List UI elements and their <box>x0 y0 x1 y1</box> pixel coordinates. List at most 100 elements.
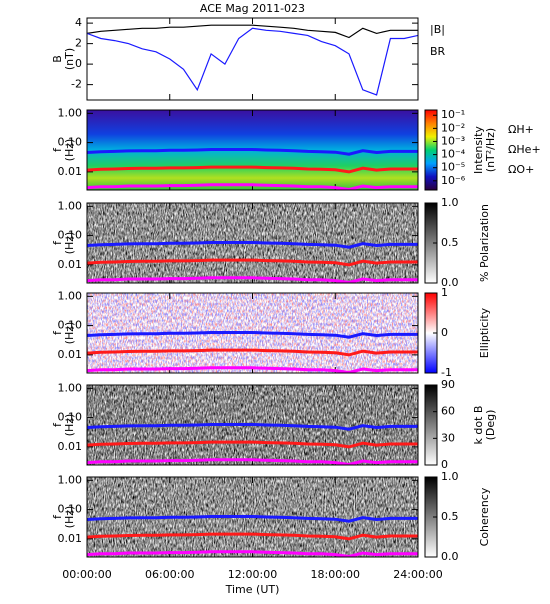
y-tick-label: 0.01 <box>58 532 83 545</box>
colorbar-tick-label: 0.0 <box>441 276 459 289</box>
series-line <box>87 366 418 373</box>
colorbar-tick-label: 0.0 <box>441 550 459 563</box>
colorbar-tick-label: 90 <box>441 378 455 391</box>
y-tick-label: 0.10 <box>58 319 83 332</box>
y-axis-label: (Hz) <box>63 232 76 255</box>
colorbar-tick-label: 1 <box>441 286 448 299</box>
x-tick-label: 18:00:00 <box>311 568 360 581</box>
colorbar-label: Ellipticity <box>478 307 491 358</box>
series-line <box>87 148 418 156</box>
series-line <box>87 440 418 449</box>
colorbar-tick-label: 10⁻³ <box>441 134 465 147</box>
y-tick-label: 2 <box>75 37 82 50</box>
x-tick-label: 12:00:00 <box>228 568 277 581</box>
plot-frame <box>86 476 419 558</box>
series-group <box>87 241 418 283</box>
series-line <box>87 515 418 523</box>
y-tick-label: 0.01 <box>58 165 83 178</box>
y-axis-label: f <box>51 330 64 335</box>
x-tick-label: 00:00:00 <box>62 568 111 581</box>
plot-frame <box>86 202 419 284</box>
series-group <box>87 331 418 373</box>
series-line <box>87 276 418 283</box>
plot-frame <box>86 292 419 374</box>
series-line <box>87 24 418 39</box>
y-tick-label: 0.10 <box>58 503 83 516</box>
y-axis-label: f <box>51 514 64 519</box>
series-group <box>87 148 418 190</box>
y-axis-label: (Hz) <box>63 139 76 162</box>
y-axis-label: (Hz) <box>63 414 76 437</box>
colorbar-tick-label: 60 <box>441 405 455 418</box>
colorbar-label: Coherency <box>478 487 491 546</box>
series-group <box>87 423 418 465</box>
y-tick-label: 0.01 <box>58 440 83 453</box>
colorbar-tick-label: 1.0 <box>441 470 459 483</box>
legend-label: ΩO+ <box>508 163 534 176</box>
y-axis-label: (Hz) <box>63 322 76 345</box>
legend-label: BR <box>430 45 446 58</box>
y-tick-label: 0.10 <box>58 411 83 424</box>
y-axis-label: (nT) <box>63 48 76 70</box>
y-tick-label: 1.00 <box>58 289 83 302</box>
legend-label: ΩH+ <box>508 123 534 136</box>
colorbar-tick-label: 10⁻⁶ <box>441 174 466 187</box>
colorbar-tick-label: 0.5 <box>441 510 459 523</box>
y-tick-label: 1.00 <box>58 381 83 394</box>
y-tick-label: 0.10 <box>58 229 83 242</box>
colorbar-tick-label: 10⁻¹ <box>441 108 465 121</box>
colorbar-tick-label: 30 <box>441 431 455 444</box>
chart-title: ACE Mag 2011-023 <box>200 2 305 15</box>
legend-label: |B| <box>430 23 445 36</box>
colorbar-tick-label: 10⁻⁴ <box>441 148 466 161</box>
colorbar-label: (Deg) <box>484 410 497 441</box>
plot-frame <box>86 17 419 101</box>
colorbar <box>424 109 438 191</box>
colorbar-tick-label: 10⁻⁵ <box>441 161 465 174</box>
y-tick-label: 0.01 <box>58 258 83 271</box>
x-tick-label: 24:00:00 <box>393 568 442 581</box>
series-line <box>87 331 418 339</box>
y-tick-label: 0.01 <box>58 348 83 361</box>
y-tick-label: -2 <box>71 78 82 91</box>
y-tick-label: 0.10 <box>58 136 83 149</box>
legend-label: ΩHe+ <box>508 143 541 156</box>
colorbar-label: Intensity <box>472 126 485 174</box>
series-line <box>87 532 418 541</box>
x-axis-label: Time (UT) <box>225 583 280 596</box>
x-tick-label: 06:00:00 <box>145 568 194 581</box>
colorbar-tick-label: -1 <box>441 366 452 379</box>
y-tick-label: 1.00 <box>58 199 83 212</box>
plot-frame <box>86 109 419 191</box>
y-axis-label: (Hz) <box>63 506 76 529</box>
colorbar-tick-label: 1.0 <box>441 196 459 209</box>
colorbar-tick-label: 0 <box>441 458 448 471</box>
plot-frame <box>86 384 419 466</box>
y-axis-label: f <box>51 422 64 427</box>
series-line <box>87 165 418 174</box>
colorbar-label: (nT²/Hz) <box>484 128 497 172</box>
y-axis-label: B <box>51 55 64 63</box>
y-tick-label: 0 <box>75 57 82 70</box>
colorbar-tick-label: 0 <box>441 326 448 339</box>
series-line <box>87 458 418 465</box>
y-tick-label: 1.00 <box>58 106 83 119</box>
series-line <box>87 423 418 431</box>
series-line <box>87 27 418 96</box>
series-line <box>87 550 418 557</box>
series-group <box>87 515 418 557</box>
colorbar <box>424 384 438 466</box>
colorbar-label: % Polarization <box>478 204 491 282</box>
y-tick-label: 1.00 <box>58 473 83 486</box>
y-axis-label: f <box>51 240 64 245</box>
colorbar-label: k dot B <box>472 406 485 445</box>
colorbar-tick-label: 0.5 <box>441 236 459 249</box>
series-line <box>87 241 418 249</box>
series-line <box>87 348 418 357</box>
series-line <box>87 258 418 267</box>
y-tick-label: 4 <box>75 16 82 29</box>
y-axis-label: f <box>51 147 64 152</box>
series-group <box>87 24 418 96</box>
series-line <box>87 183 418 190</box>
